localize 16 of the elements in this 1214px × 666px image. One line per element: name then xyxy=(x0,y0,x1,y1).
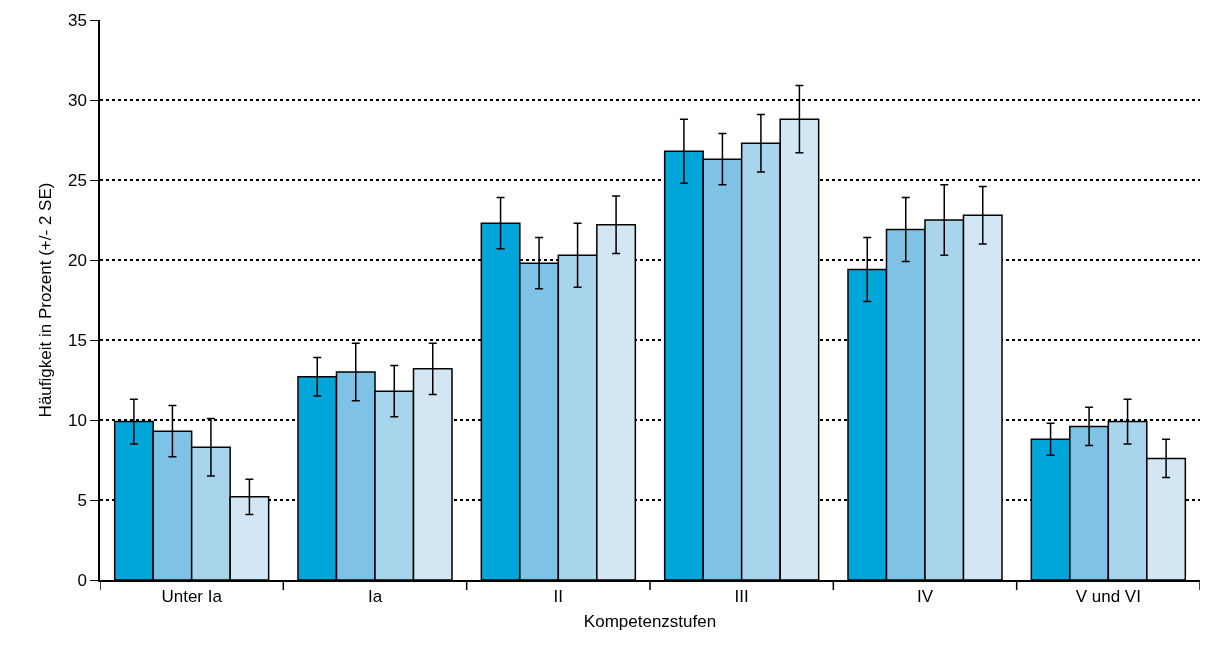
y-tick-label: 30 xyxy=(67,90,87,110)
y-tick-label: 15 xyxy=(67,330,87,350)
x-tick-label: III xyxy=(734,587,749,607)
y-tick-label: 10 xyxy=(67,410,87,430)
y-tick-label: 5 xyxy=(77,490,87,510)
x-tick-label: IV xyxy=(916,587,934,607)
x-tick-label: Ia xyxy=(367,587,383,607)
x-tick-label: Unter Ia xyxy=(161,587,223,607)
y-tick-label: 35 xyxy=(67,10,87,30)
y-axis-title: Häufigkeit in Prozent (+/- 2 SE) xyxy=(35,182,55,418)
y-tick-label: 0 xyxy=(77,570,87,590)
y-tick-label: 20 xyxy=(67,250,87,270)
y-tick-label: 25 xyxy=(67,170,87,190)
x-tick-label: II xyxy=(553,587,564,607)
x-tick-label: V und VI xyxy=(1075,587,1141,607)
x-axis-title: Kompetenzstufen xyxy=(583,612,717,632)
